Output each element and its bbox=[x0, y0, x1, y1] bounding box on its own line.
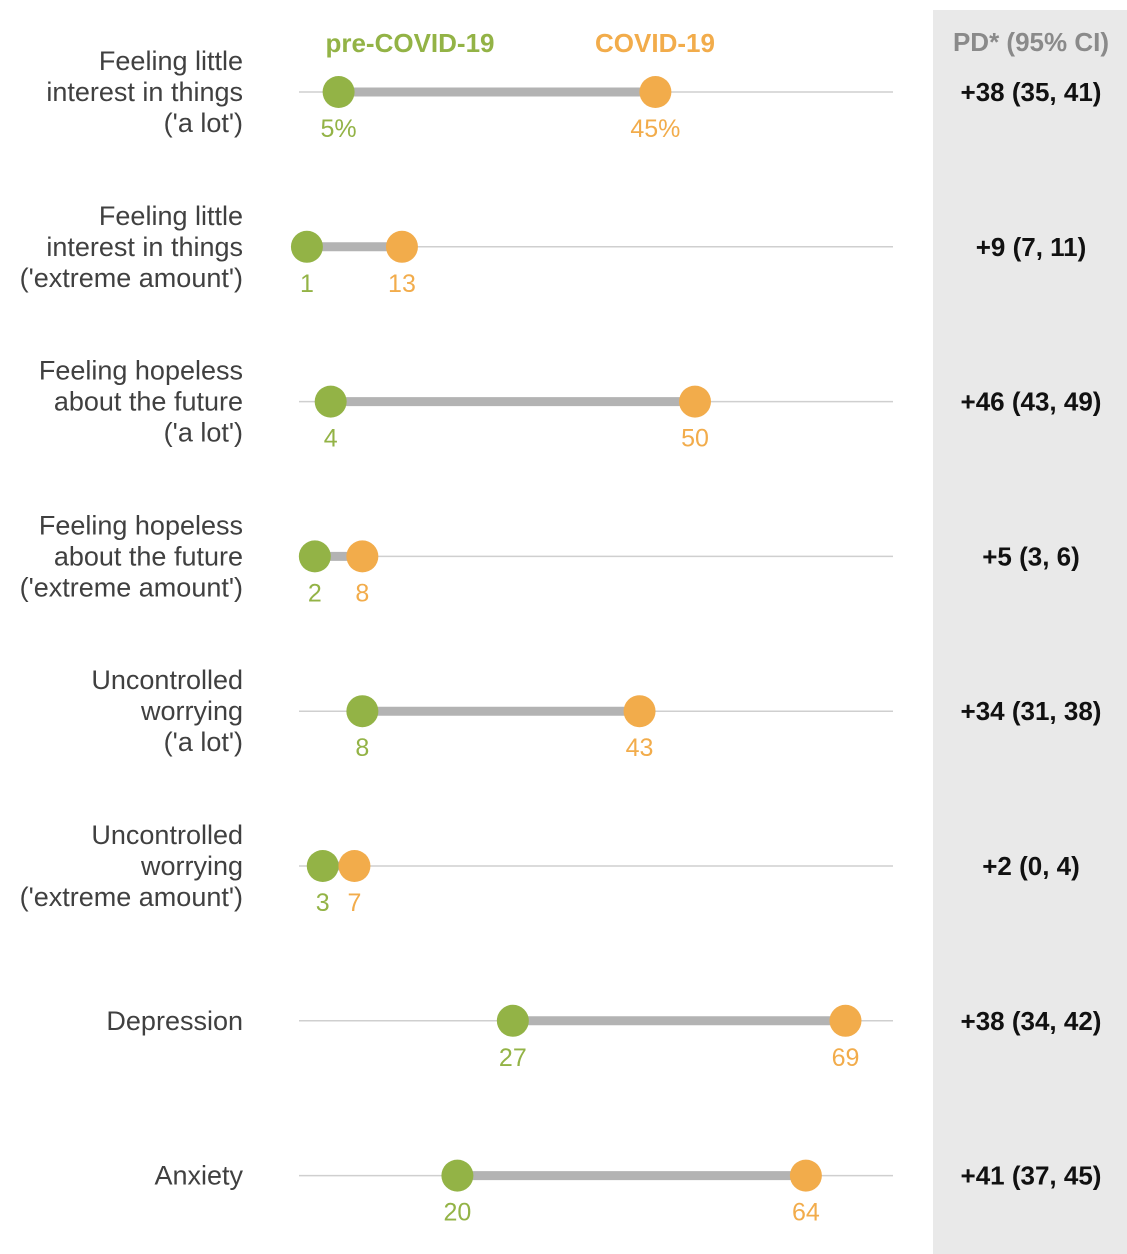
covid-point bbox=[623, 695, 656, 728]
row-label-line: Feeling hopeless bbox=[39, 356, 243, 386]
row-label-line: worrying bbox=[140, 851, 243, 881]
covid-value-label: 64 bbox=[792, 1199, 820, 1227]
row-label-line: Uncontrolled bbox=[91, 665, 243, 695]
pd-column-panel bbox=[933, 10, 1127, 1254]
row-label-line: ('a lot') bbox=[164, 418, 243, 448]
row-label-line: ('a lot') bbox=[164, 108, 243, 138]
pre-covid-value-label: 5% bbox=[321, 115, 357, 143]
row-label-line: ('extreme amount') bbox=[20, 882, 243, 912]
covid-value-label: 8 bbox=[355, 579, 369, 607]
chart-row: 20 64 Anxiety +41 (37, 45) bbox=[154, 1159, 1102, 1227]
legend-covid: COVID-19 bbox=[595, 28, 715, 58]
pd-value: +2 (0, 4) bbox=[982, 851, 1080, 881]
row-label-line: Feeling hopeless bbox=[39, 510, 243, 540]
row-label-line: ('a lot') bbox=[164, 727, 243, 757]
row-label-line: Depression bbox=[106, 1006, 243, 1036]
covid-point bbox=[639, 76, 672, 108]
pd-value: +38 (34, 42) bbox=[961, 1006, 1102, 1036]
pre-covid-value-label: 4 bbox=[324, 425, 338, 453]
pre-covid-value-label: 27 bbox=[499, 1044, 527, 1072]
covid-point bbox=[338, 850, 371, 882]
row-label-line: worrying bbox=[140, 696, 243, 726]
covid-value-label: 13 bbox=[388, 270, 416, 298]
covid-point bbox=[346, 540, 379, 573]
pre-covid-point bbox=[306, 850, 339, 882]
pre-covid-value-label: 2 bbox=[308, 579, 322, 607]
pd-header: PD* (95% CI) bbox=[953, 27, 1109, 57]
row-label-line: ('extreme amount') bbox=[20, 572, 243, 602]
pd-value: +5 (3, 6) bbox=[982, 541, 1080, 571]
covid-value-label: 45% bbox=[630, 115, 680, 143]
covid-point bbox=[829, 1004, 862, 1037]
row-label-line: about the future bbox=[54, 541, 243, 571]
covid-value-label: 69 bbox=[832, 1044, 860, 1072]
pre-covid-point bbox=[441, 1159, 474, 1192]
covid-point bbox=[385, 230, 418, 263]
row-label-line: ('extreme amount') bbox=[20, 263, 243, 293]
pre-covid-point bbox=[322, 76, 355, 108]
pre-covid-value-label: 1 bbox=[300, 270, 314, 298]
pd-value: +9 (7, 11) bbox=[976, 232, 1087, 262]
pd-value: +38 (35, 41) bbox=[961, 77, 1102, 107]
row-label-line: Anxiety bbox=[154, 1161, 243, 1191]
pd-value: +34 (31, 38) bbox=[961, 696, 1102, 726]
row-label-line: Uncontrolled bbox=[91, 820, 243, 850]
pd-value: +46 (43, 49) bbox=[961, 387, 1102, 417]
pre-covid-point bbox=[290, 230, 323, 263]
pre-covid-value-label: 20 bbox=[443, 1199, 471, 1227]
pre-covid-value-label: 8 bbox=[355, 734, 369, 762]
pd-value: +41 (37, 45) bbox=[961, 1161, 1102, 1191]
row-label-line: interest in things bbox=[46, 77, 243, 107]
covid-value-label: 7 bbox=[347, 889, 361, 917]
row-label-line: about the future bbox=[54, 387, 243, 417]
covid-point bbox=[789, 1159, 822, 1192]
pre-covid-point bbox=[314, 385, 347, 418]
pre-covid-point bbox=[298, 540, 331, 573]
row-label-line: Feeling little bbox=[99, 201, 243, 231]
pre-covid-value-label: 3 bbox=[316, 889, 330, 917]
row-label-line: interest in things bbox=[46, 232, 243, 262]
covid-point bbox=[679, 385, 711, 418]
pre-covid-point bbox=[496, 1004, 529, 1037]
row-label-line: Feeling little bbox=[99, 46, 243, 76]
chart-row: 27 69 Depression +38 (34, 42) bbox=[106, 1004, 1102, 1072]
legend-pre-covid: pre-COVID-19 bbox=[325, 28, 494, 58]
pre-covid-point bbox=[346, 695, 379, 728]
covid-value-label: 43 bbox=[626, 734, 654, 762]
covid-value-label: 50 bbox=[681, 425, 709, 453]
